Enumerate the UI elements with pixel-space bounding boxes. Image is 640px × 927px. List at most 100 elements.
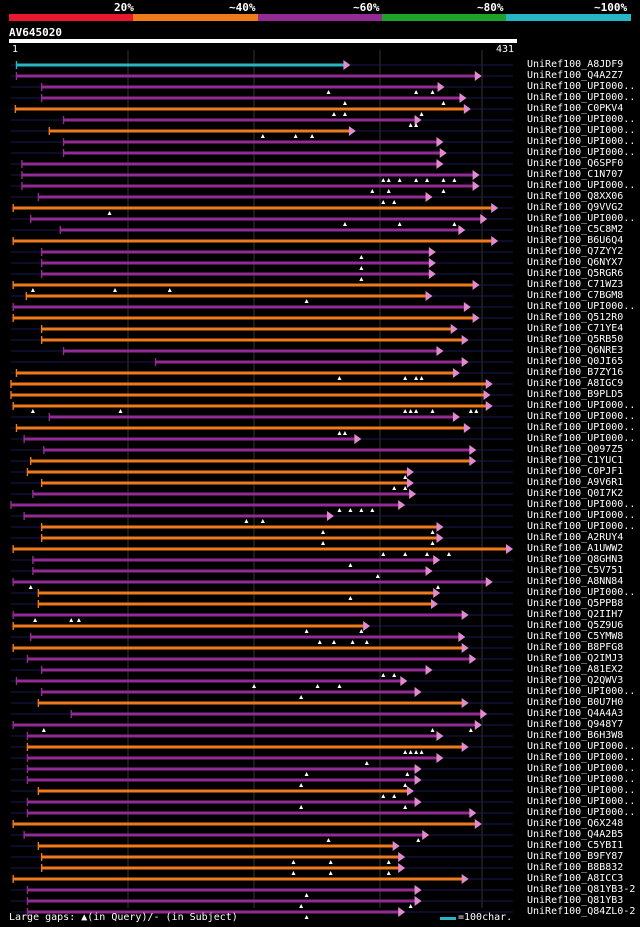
hit-label[interactable]: UniRef100_UPI000..: [527, 433, 636, 444]
hit-label[interactable]: UniRef100_UPI000..: [527, 411, 636, 422]
hit-bar[interactable]: [63, 118, 416, 122]
hit-label[interactable]: UniRef100_C5YMW8: [527, 631, 624, 642]
hit-bar[interactable]: [24, 514, 328, 518]
hit-label[interactable]: UniRef100_UPI000..: [527, 521, 636, 532]
hit-bar[interactable]: [13, 283, 474, 287]
hit-bar[interactable]: [21, 184, 474, 188]
hit-label[interactable]: UniRef100_UPI000..: [527, 510, 636, 521]
hit-label[interactable]: UniRef100_Q81YB3: [527, 895, 624, 906]
hit-label[interactable]: UniRef100_Q6NYX7: [527, 257, 624, 268]
hit-label[interactable]: UniRef100_Q9VVG2: [527, 202, 624, 213]
hit-label[interactable]: UniRef100_Q5RB50: [527, 334, 624, 345]
hit-label[interactable]: UniRef100_Q5PPB8: [527, 598, 624, 609]
hit-label[interactable]: UniRef100_B6U6Q4: [527, 235, 624, 246]
hit-label[interactable]: UniRef100_C5YBI1: [527, 840, 624, 851]
hit-bar[interactable]: [38, 789, 408, 793]
hit-label[interactable]: UniRef100_UPI000..: [527, 213, 636, 224]
hit-label[interactable]: UniRef100_UPI000..: [527, 136, 636, 147]
hit-label[interactable]: UniRef100_Q0I7K2: [527, 488, 624, 499]
hit-label[interactable]: UniRef100_UPI000..: [527, 400, 636, 411]
hit-bar[interactable]: [13, 206, 493, 210]
hit-label[interactable]: UniRef100_UPI000..: [527, 587, 636, 598]
hit-bar[interactable]: [13, 822, 476, 826]
hit-label[interactable]: UniRef100_UPI000..: [527, 114, 636, 125]
hit-bar[interactable]: [41, 525, 438, 529]
hit-label[interactable]: UniRef100_Q8XX06: [527, 191, 624, 202]
hit-bar[interactable]: [21, 173, 474, 177]
hit-bar[interactable]: [27, 745, 463, 749]
hit-bar[interactable]: [13, 613, 463, 617]
hit-label[interactable]: UniRef100_Q5Z9U6: [527, 620, 624, 631]
hit-label[interactable]: UniRef100_Q948Y7: [527, 719, 624, 730]
hit-label[interactable]: UniRef100_A8ICC3: [527, 873, 624, 884]
hit-bar[interactable]: [38, 701, 463, 705]
hit-label[interactable]: UniRef100_C7BGM8: [527, 290, 624, 301]
hit-bar[interactable]: [41, 866, 400, 870]
hit-bar[interactable]: [32, 492, 411, 496]
hit-label[interactable]: UniRef100_C5C8M2: [527, 224, 624, 235]
hit-bar[interactable]: [27, 888, 416, 892]
hit-bar[interactable]: [27, 734, 438, 738]
hit-bar[interactable]: [27, 657, 471, 661]
hit-bar[interactable]: [43, 448, 471, 452]
hit-label[interactable]: UniRef100_UPI000..: [527, 796, 636, 807]
hit-label[interactable]: UniRef100_Q512R0: [527, 312, 624, 323]
hit-bar[interactable]: [41, 855, 400, 859]
hit-label[interactable]: UniRef100_Q4A2Z7: [527, 70, 624, 81]
hit-label[interactable]: UniRef100_A8IGC9: [527, 378, 624, 389]
hit-bar[interactable]: [21, 162, 438, 166]
hit-bar[interactable]: [41, 85, 439, 89]
hit-bar[interactable]: [32, 558, 435, 562]
hit-bar[interactable]: [11, 393, 485, 397]
hit-label[interactable]: UniRef100_B9FY87: [527, 851, 624, 862]
hit-bar[interactable]: [15, 107, 465, 111]
hit-bar[interactable]: [41, 250, 430, 254]
hit-label[interactable]: UniRef100_Q097Z5: [527, 444, 624, 455]
hit-bar[interactable]: [27, 910, 400, 914]
hit-label[interactable]: UniRef100_UPI000..: [527, 752, 636, 763]
hit-bar[interactable]: [27, 811, 471, 815]
hit-label[interactable]: UniRef100_B7ZY16: [527, 367, 624, 378]
hit-bar[interactable]: [27, 899, 416, 903]
hit-bar[interactable]: [49, 415, 454, 419]
hit-bar[interactable]: [41, 96, 461, 100]
hit-bar[interactable]: [41, 327, 452, 331]
hit-label[interactable]: UniRef100_C0PJF1: [527, 466, 624, 477]
hit-bar[interactable]: [30, 459, 471, 463]
hit-bar[interactable]: [13, 723, 476, 727]
hit-label[interactable]: UniRef100_Q2IIH7: [527, 609, 624, 620]
hit-label[interactable]: UniRef100_UPI000..: [527, 147, 636, 158]
hit-bar[interactable]: [38, 591, 435, 595]
hit-label[interactable]: UniRef100_UPI000..: [527, 92, 636, 103]
hit-label[interactable]: UniRef100_C71WZ3: [527, 279, 624, 290]
hit-label[interactable]: UniRef100_C71YE4: [527, 323, 624, 334]
hit-bar[interactable]: [13, 316, 474, 320]
hit-bar[interactable]: [155, 360, 463, 364]
hit-label[interactable]: UniRef100_UPI000..: [527, 686, 636, 697]
hit-bar[interactable]: [38, 195, 427, 199]
hit-bar[interactable]: [27, 778, 416, 782]
hit-bar[interactable]: [16, 371, 454, 375]
hit-bar[interactable]: [16, 679, 402, 683]
hit-bar[interactable]: [30, 635, 460, 639]
hit-label[interactable]: UniRef100_Q2IMJ3: [527, 653, 624, 664]
hit-bar[interactable]: [41, 272, 430, 276]
hit-bar[interactable]: [24, 437, 356, 441]
hit-label[interactable]: UniRef100_Q0JI65: [527, 356, 624, 367]
hit-bar[interactable]: [63, 140, 438, 144]
hit-label[interactable]: UniRef100_Q6SPF0: [527, 158, 624, 169]
hit-bar[interactable]: [24, 833, 424, 837]
hit-label[interactable]: UniRef100_A8JDF9: [527, 59, 624, 70]
hit-label[interactable]: UniRef100_C1N707: [527, 169, 624, 180]
hit-bar[interactable]: [27, 470, 408, 474]
hit-label[interactable]: UniRef100_UPI000..: [527, 125, 636, 136]
hit-bar[interactable]: [13, 646, 463, 650]
hit-bar[interactable]: [13, 624, 365, 628]
hit-bar[interactable]: [38, 602, 432, 606]
hit-bar[interactable]: [41, 668, 427, 672]
hit-bar[interactable]: [16, 426, 465, 430]
hit-bar[interactable]: [41, 481, 408, 485]
hit-bar[interactable]: [16, 74, 476, 78]
hit-label[interactable]: UniRef100_C0PKV4: [527, 103, 624, 114]
hit-bar[interactable]: [13, 580, 487, 584]
